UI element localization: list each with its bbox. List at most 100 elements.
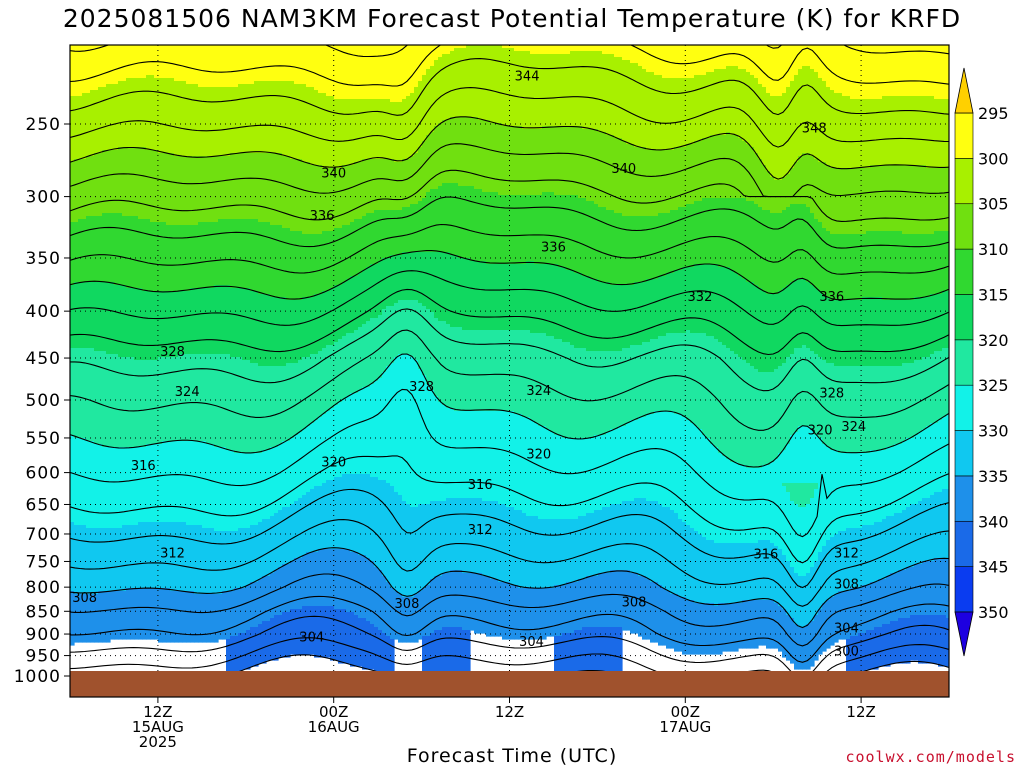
y-tick-label: 700 <box>26 525 61 545</box>
contour-label: 304 <box>834 621 859 636</box>
y-tick-label: 800 <box>26 578 61 598</box>
chart-title: 2025081506 NAM3KM Forecast Potential Tem… <box>62 4 962 33</box>
contour-label: 324 <box>526 384 551 399</box>
x-tick-label: 12Z <box>846 703 875 721</box>
colorbar-segment <box>954 339 974 386</box>
contour-labels: 344 348 340 340 336 336 332 336 328 328 324 324 328 3… <box>72 70 866 660</box>
y-tick-label: 600 <box>26 464 61 484</box>
contour-label: 340 <box>321 166 346 181</box>
colorbar-segment <box>954 384 974 431</box>
colorbar-bottom-arrow <box>954 611 974 657</box>
colorbar-tick-label: 340 <box>978 512 1009 531</box>
contour-344 <box>70 58 949 116</box>
contour-label: 316 <box>468 478 493 493</box>
x-tick-label: 12Z <box>143 703 172 721</box>
contour-label: 336 <box>310 209 335 224</box>
colorbar-segment <box>954 294 974 341</box>
y-tick-label: 900 <box>26 625 61 645</box>
contour-338 <box>70 143 949 198</box>
contour-346 <box>70 45 949 87</box>
colorbar-segment <box>954 112 974 159</box>
x-tick-label: 17AUG <box>659 718 711 736</box>
contour-label: 308 <box>395 597 420 612</box>
colorbar-tick-label: 315 <box>978 285 1009 304</box>
y-tick-label: 750 <box>26 552 61 572</box>
contour-label: 336 <box>541 241 566 256</box>
contour-label: 316 <box>131 459 156 474</box>
contour-label: 344 <box>515 70 540 85</box>
contour-320 <box>70 353 949 468</box>
contour-328 <box>70 270 949 327</box>
y-tick-label: 350 <box>26 249 61 269</box>
y-tick-label: 500 <box>26 391 61 411</box>
y-tick-label: 850 <box>26 602 61 622</box>
colorbar-segment <box>954 475 974 522</box>
colorbar-top-arrow <box>954 67 974 114</box>
y-tick-label: 400 <box>26 302 61 322</box>
x-tick-label: 00Z <box>319 703 348 721</box>
colorbar-tick-label: 325 <box>978 376 1009 395</box>
contour-label: 320 <box>321 456 346 471</box>
contour-330 <box>70 250 949 301</box>
contour-304 <box>70 615 949 674</box>
colorbar: 350 345 340 335 330 325 320 315 310 305 300 295 <box>954 67 1009 657</box>
contour-label: 336 <box>819 290 844 305</box>
colorbar-tick-label: 335 <box>978 467 1009 486</box>
contour-label: 312 <box>834 546 859 561</box>
x-tick-label: 16AUG <box>308 718 360 736</box>
contour-label: 312 <box>160 546 185 561</box>
contour-314 <box>70 488 949 589</box>
contour-label: 328 <box>160 345 185 360</box>
contour-334 <box>70 196 949 249</box>
contour-label: 328 <box>819 387 844 402</box>
contour-label: 308 <box>622 595 647 610</box>
colorbar-tick-label: 305 <box>978 195 1009 214</box>
x-axis-title: Forecast Time (UTC) <box>406 745 618 767</box>
contour-label: 304 <box>519 635 544 650</box>
contour-306 <box>70 595 949 663</box>
contour-316 <box>70 455 949 564</box>
colorbar-tick-label: 350 <box>978 603 1009 622</box>
plot-fill <box>70 45 949 676</box>
contour-322 <box>70 329 949 431</box>
y-tick-label: 450 <box>26 349 61 369</box>
y-tick-label: 550 <box>26 429 61 449</box>
y-tick-label: 250 <box>26 115 61 135</box>
colorbar-segment <box>954 520 974 567</box>
contour-326 <box>70 288 949 356</box>
contour-label: 308 <box>834 578 859 593</box>
colorbar-segment <box>954 430 974 477</box>
contour-label: 340 <box>611 162 636 177</box>
ground-surface <box>70 671 949 697</box>
x-tick-label: 12Z <box>495 703 524 721</box>
colorbar-tick-label: 310 <box>978 240 1009 259</box>
contour-label: 320 <box>526 447 551 462</box>
y-axis: 250 300 350 400 450 500 550 600 650 700 750 800 850 9… <box>14 115 70 687</box>
colorbar-tick-label: 320 <box>978 331 1009 350</box>
contour-label: 304 <box>299 631 324 646</box>
contour-label: 300 <box>834 644 859 659</box>
colorbar-tick-label: 295 <box>978 104 1009 123</box>
colorbar-tick-label: 345 <box>978 558 1009 577</box>
contour-318 <box>70 388 949 538</box>
contour-348 <box>70 45 949 58</box>
colorbar-segment <box>954 158 974 205</box>
contour-label: 308 <box>72 591 97 606</box>
credit-link[interactable]: coolwx.com/models <box>845 748 1016 766</box>
contour-label: 328 <box>409 380 434 395</box>
contour-label: 312 <box>468 523 493 538</box>
contour-324 <box>70 308 949 392</box>
contour-label: 320 <box>808 424 833 439</box>
contour-label: 332 <box>688 290 713 305</box>
contour-label: 348 <box>802 122 827 137</box>
x-tick-label: 2025 <box>139 733 177 751</box>
y-tick-label: 300 <box>26 188 61 208</box>
colorbar-tick-label: 330 <box>978 422 1009 441</box>
x-tick-label: 00Z <box>671 703 700 721</box>
y-tick-label: 650 <box>26 495 61 515</box>
colorbar-tick-label: 300 <box>978 149 1009 168</box>
contour-label: 324 <box>841 420 866 435</box>
y-tick-label: 950 <box>26 647 61 667</box>
